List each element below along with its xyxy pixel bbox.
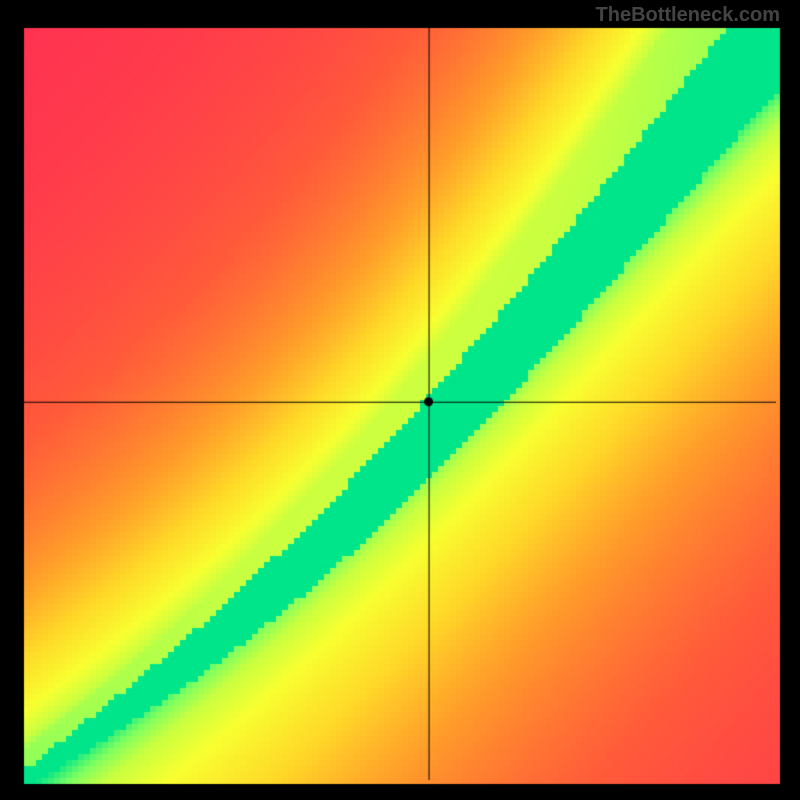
watermark: TheBottleneck.com [596,4,780,27]
heatmap-canvas [0,0,800,800]
chart-container: TheBottleneck.com [0,0,800,800]
